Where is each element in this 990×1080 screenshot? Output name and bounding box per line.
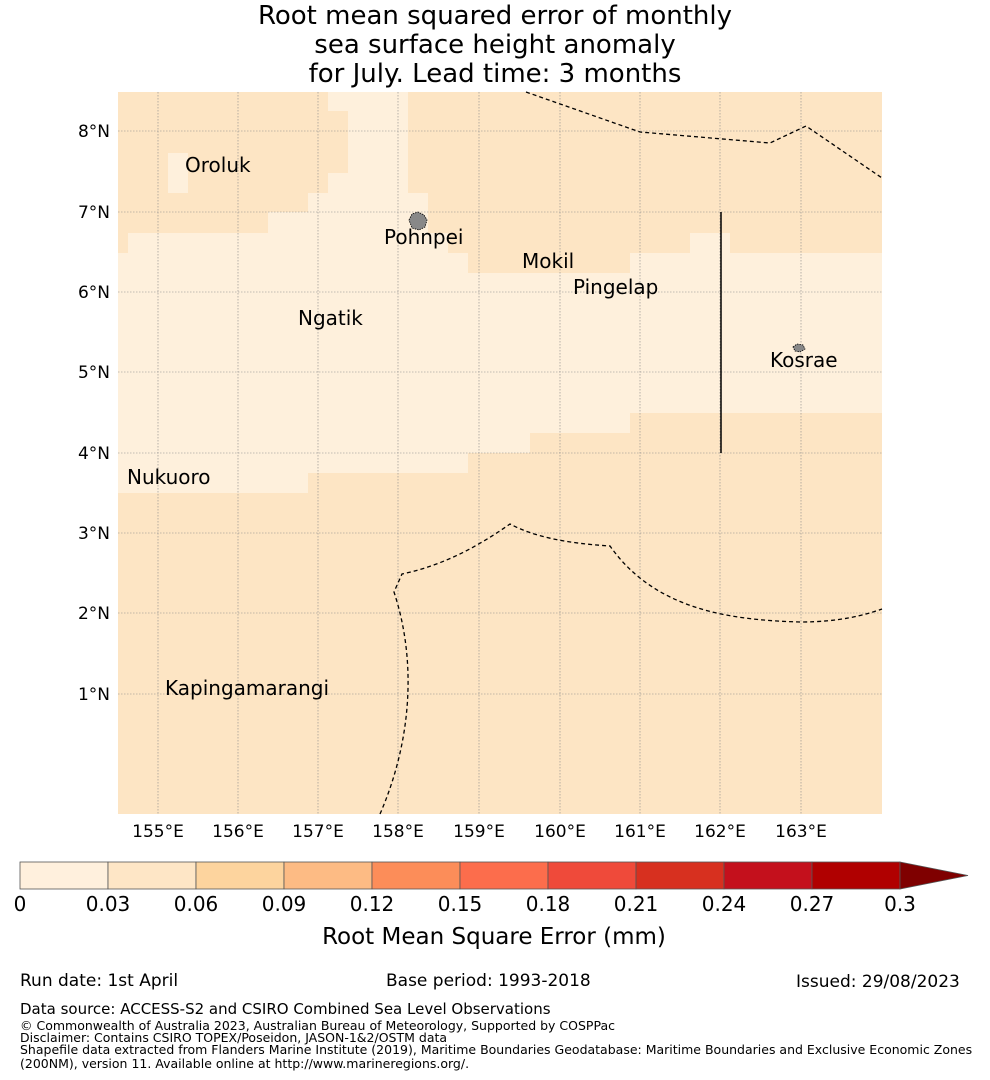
place-label-kapingamarangi: Kapingamarangi	[165, 676, 329, 700]
shapefile-credit-line-1: Shapefile data extracted from Flanders M…	[20, 1042, 973, 1057]
colorbar-label: Root Mean Square Error (mm)	[322, 924, 666, 950]
colorbar: 0 0.03 0.06 0.09 0.12 0.15 0.18 0.21 0.2…	[14, 861, 969, 950]
colorbar-tick-label: 0.27	[790, 892, 835, 916]
colorbar-swatch	[283, 861, 373, 890]
place-label-pingelap: Pingelap	[573, 275, 658, 299]
lon-tick-label: 156°E	[212, 822, 264, 842]
colorbar-swatch	[195, 861, 285, 890]
lat-tick-label: 2°N	[78, 604, 110, 624]
place-label-nukuoro: Nukuoro	[127, 465, 211, 489]
lon-tick-label: 159°E	[453, 822, 505, 842]
lat-tick-label: 6°N	[78, 283, 110, 303]
map-grid	[118, 92, 882, 814]
colorbar-swatches	[19, 861, 901, 890]
place-label-mokil: Mokil	[522, 249, 574, 273]
colorbar-tick-label: 0.09	[262, 892, 307, 916]
island-pohnpei	[408, 211, 428, 231]
data-source: Data source: ACCESS-S2 and CSIRO Combine…	[20, 1000, 551, 1018]
lon-tick-label: 161°E	[614, 822, 666, 842]
colorbar-swatch	[459, 861, 549, 890]
lon-tick-label: 162°E	[694, 822, 746, 842]
colorbar-tick-label: 0.03	[86, 892, 131, 916]
colorbar-swatch	[19, 861, 109, 890]
colorbar-swatch	[635, 861, 725, 890]
title-line-3: for July. Lead time: 3 months	[308, 59, 682, 89]
run-date: Run date: 1st April	[20, 971, 179, 991]
eez-boundaries	[379, 91, 883, 815]
lon-tick-label: 158°E	[372, 822, 424, 842]
colorbar-tick-label: 0.15	[438, 892, 483, 916]
lat-tick-label: 5°N	[78, 363, 110, 383]
lat-tick-label: 4°N	[78, 444, 110, 464]
lon-tick-label: 157°E	[292, 822, 344, 842]
rmse-low-patch-oroluk	[168, 153, 188, 193]
colorbar-tick-label: 0.21	[614, 892, 659, 916]
colorbar-swatch	[811, 861, 901, 890]
place-label-oroluk: Oroluk	[185, 153, 251, 177]
issued-date: Issued: 29/08/2023	[796, 972, 960, 992]
colorbar-swatch	[547, 861, 637, 890]
lat-tick-label: 8°N	[78, 122, 110, 142]
place-label-pohnpei: Pohnpei	[384, 225, 464, 249]
colorbar-extend-arrow	[899, 861, 969, 890]
base-period: Base period: 1993-2018	[386, 971, 591, 991]
rmse-low-region	[118, 92, 882, 493]
island-kosrae	[792, 343, 806, 353]
title-line-1: Root mean squared error of monthly	[257, 1, 733, 31]
lat-tick-label: 1°N	[78, 685, 110, 705]
place-label-ngatik: Ngatik	[298, 306, 363, 330]
colorbar-tick-label: 0.24	[702, 892, 747, 916]
copyright: © Commonwealth of Australia 2023, Austra…	[20, 1018, 615, 1033]
lat-tick-label: 3°N	[78, 524, 110, 544]
colorbar-swatch	[371, 861, 461, 890]
colorbar-swatch	[107, 861, 197, 890]
colorbar-swatch	[723, 861, 813, 890]
colorbar-tick-label: 0.3	[884, 892, 916, 916]
colorbar-tick-label: 0.06	[174, 892, 219, 916]
disclaimer: Disclaimer: Contains CSIRO TOPEX/Poseido…	[20, 1030, 448, 1045]
shapefile-credit-line-2: (200NM), version 11. Available online at…	[20, 1056, 470, 1071]
colorbar-tick-label: 0	[14, 892, 27, 916]
place-label-kosrae: Kosrae	[770, 348, 838, 372]
colorbar-tick-label: 0.12	[350, 892, 395, 916]
lat-tick-label: 7°N	[78, 203, 110, 223]
lon-tick-label: 163°E	[775, 822, 827, 842]
lon-tick-label: 160°E	[534, 822, 586, 842]
chart-title: Root mean squared error of monthly sea s…	[0, 2, 990, 89]
eez-boundary-north	[525, 91, 883, 179]
colorbar-tick-label: 0.18	[526, 892, 571, 916]
colorbar-ticks: 0 0.03 0.06 0.09 0.12 0.15 0.18 0.21 0.2…	[14, 892, 916, 916]
eez-boundary-south-arc	[379, 523, 883, 815]
title-line-2: sea surface height anomaly	[314, 30, 676, 60]
lon-tick-label: 155°E	[132, 822, 184, 842]
map-panel: Oroluk Pohnpei Mokil Pingelap Ngatik Kos…	[78, 91, 883, 842]
